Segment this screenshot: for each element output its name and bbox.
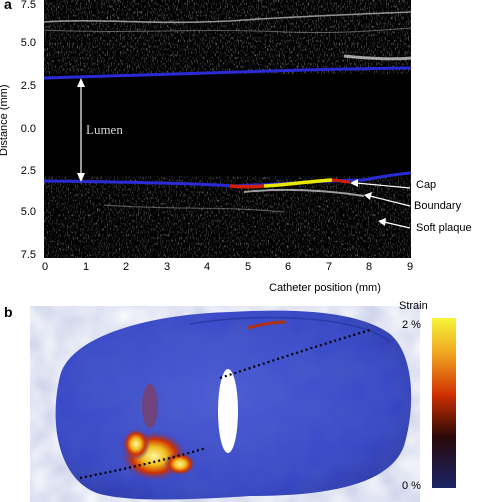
colorbar-min-label: 0 % xyxy=(402,480,421,492)
lumen-label: Lumen xyxy=(86,122,123,137)
x-tick-label: 4 xyxy=(203,261,211,273)
y-tick-label: 7.5 xyxy=(20,249,36,261)
x-tick-label: 2 xyxy=(122,261,130,273)
x-tick-label: 7 xyxy=(325,261,333,273)
boundary-annotation: Boundary xyxy=(414,200,462,212)
x-tick-label: 5 xyxy=(244,261,252,273)
y-tick-label: 7.5 xyxy=(20,0,36,11)
y-tick-label: 5.0 xyxy=(20,37,36,49)
y-tick-label: 0.0 xyxy=(20,123,36,135)
x-tick-label: 3 xyxy=(163,261,171,273)
y-tick-label: 2.5 xyxy=(20,165,36,177)
panel-a-label: a xyxy=(4,0,12,12)
y-tick-label: 2.5 xyxy=(20,80,36,92)
cap-annotation: Cap xyxy=(416,179,437,191)
soft-plaque-annotation: Soft plaque xyxy=(416,222,472,234)
x-axis-title: Catheter position (mm) xyxy=(269,282,381,294)
x-tick-label: 1 xyxy=(82,261,90,273)
strain-cylinder-render xyxy=(55,310,412,500)
x-tick-label: 9 xyxy=(406,261,414,273)
x-tick-label: 6 xyxy=(284,261,292,273)
ultrasound-image xyxy=(44,0,411,258)
colorbar-title: Strain xyxy=(399,300,428,312)
x-tick-label: 8 xyxy=(365,261,373,273)
colorbar-max-label: 2 % xyxy=(402,319,421,331)
panel-b-label: b xyxy=(4,304,13,320)
y-tick-label: 5.0 xyxy=(20,206,36,218)
strain-colorbar xyxy=(432,318,456,488)
x-tick-label: 0 xyxy=(41,261,49,273)
